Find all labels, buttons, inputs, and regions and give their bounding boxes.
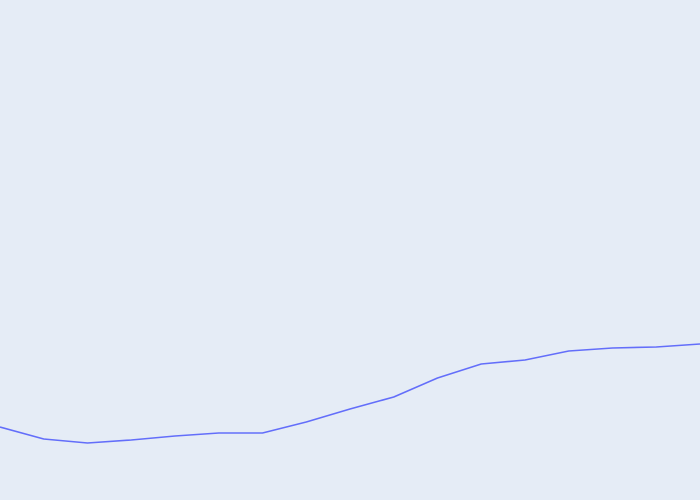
series-layer xyxy=(0,343,700,444)
series-line-0 xyxy=(0,343,700,444)
